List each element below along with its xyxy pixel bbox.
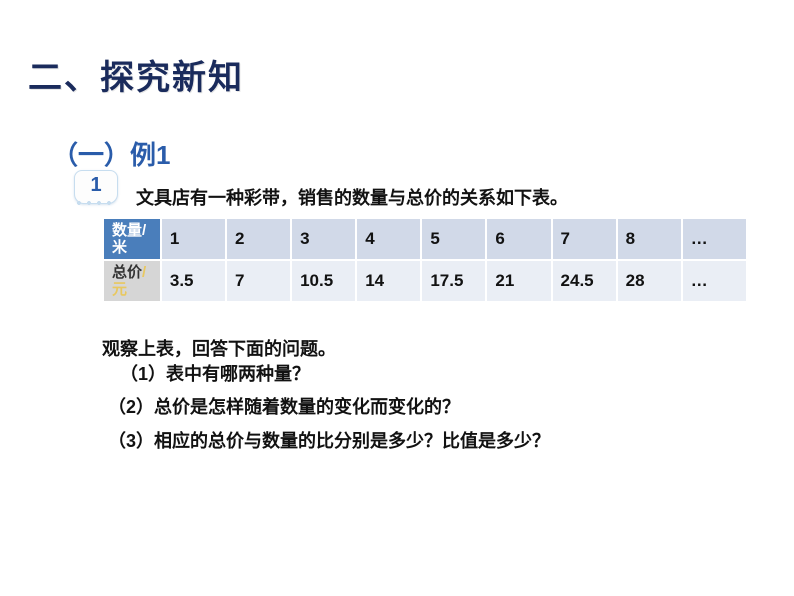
table-row: 总价/ 元 3.5 7 10.5 14 17.5 21 24.5 28 … bbox=[103, 260, 747, 302]
example-badge: 1 bbox=[74, 170, 118, 208]
question-2: （2）总价是怎样随着数量的变化而变化的？ bbox=[108, 393, 460, 419]
row-header-label: 总价 bbox=[112, 264, 142, 281]
row-header-price: 总价/ 元 bbox=[103, 260, 161, 302]
row-header-unit: 米 bbox=[112, 239, 127, 256]
problem-statement: 文具店有一种彩带，销售的数量与总价的关系如下表。 bbox=[136, 184, 568, 210]
table-cell: … bbox=[682, 260, 747, 302]
table-cell: 6 bbox=[486, 218, 551, 260]
table-cell: 8 bbox=[617, 218, 682, 260]
question-1: （1）表中有哪两种量？ bbox=[120, 360, 310, 386]
table-cell: 2 bbox=[226, 218, 291, 260]
table-cell: … bbox=[682, 218, 747, 260]
observe-prompt: 观察上表，回答下面的问题。 bbox=[102, 335, 336, 361]
table-cell: 3 bbox=[291, 218, 356, 260]
table-cell: 28 bbox=[617, 260, 682, 302]
table-cell: 3.5 bbox=[161, 260, 226, 302]
table-cell: 1 bbox=[161, 218, 226, 260]
row-header-quantity: 数量/ 米 bbox=[103, 218, 161, 260]
data-table: 数量/ 米 1 2 3 4 5 6 7 8 … 总价/ 元 3.5 7 10.5… bbox=[102, 217, 748, 303]
example-heading: （一）例1 bbox=[52, 135, 170, 172]
table-cell: 4 bbox=[356, 218, 421, 260]
table-cell: 14 bbox=[356, 260, 421, 302]
table-cell: 10.5 bbox=[291, 260, 356, 302]
badge-number: 1 bbox=[74, 174, 118, 197]
table-cell: 5 bbox=[421, 218, 486, 260]
table-row: 数量/ 米 1 2 3 4 5 6 7 8 … bbox=[103, 218, 747, 260]
section-heading: 二、探究新知 bbox=[28, 50, 244, 99]
table-cell: 24.5 bbox=[552, 260, 617, 302]
question-3: （3）相应的总价与数量的比分别是多少？比值是多少？ bbox=[108, 427, 550, 453]
row-header-label: 数量 bbox=[112, 222, 142, 239]
table-cell: 7 bbox=[552, 218, 617, 260]
table-cell: 17.5 bbox=[421, 260, 486, 302]
table-cell: 7 bbox=[226, 260, 291, 302]
table-cell: 21 bbox=[486, 260, 551, 302]
row-header-unit: 元 bbox=[112, 281, 127, 298]
